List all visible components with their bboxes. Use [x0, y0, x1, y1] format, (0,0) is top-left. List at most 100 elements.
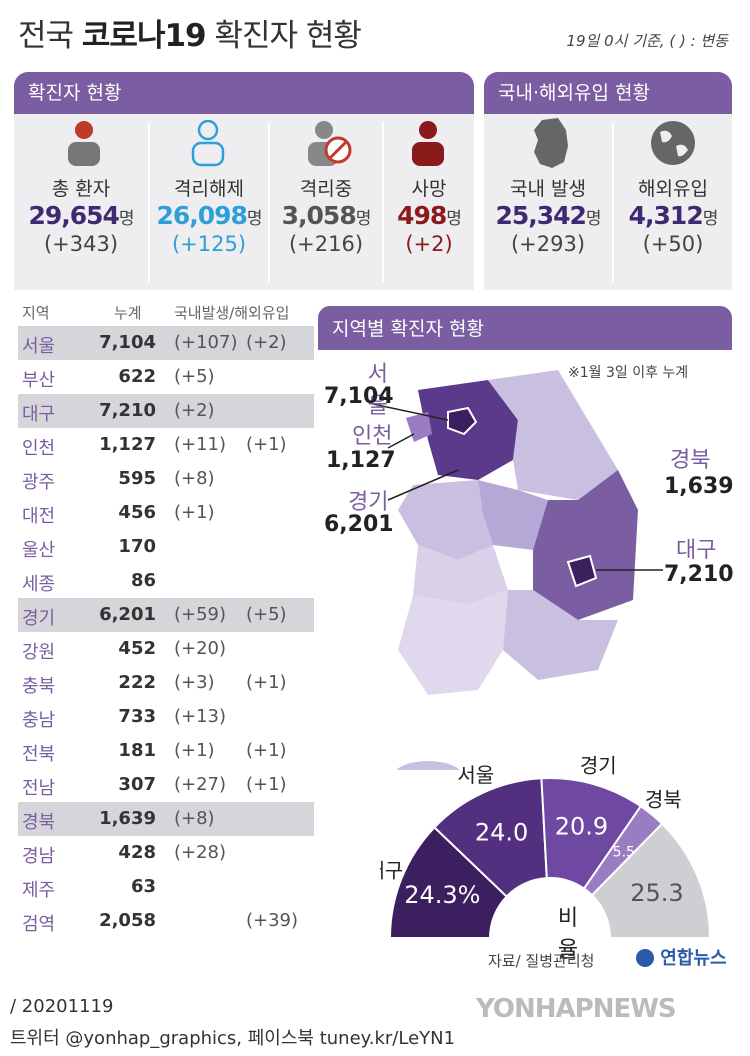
stat-change: (+216)	[288, 232, 364, 256]
map-value-gyeongbuk: 1,639	[664, 474, 734, 499]
stat-label: 격리중	[299, 178, 353, 200]
map-label-gyeongbuk: 경북	[670, 448, 711, 473]
cell-region: 전북	[22, 744, 56, 765]
cell-domestic: (+59)	[174, 604, 227, 625]
stat-value: 4,312명	[628, 201, 719, 230]
stat-change: (+2)	[405, 232, 453, 256]
chart-title: 비율	[557, 906, 579, 963]
cell-total: 1,127	[99, 434, 156, 455]
title-bold: 코로나19	[81, 18, 207, 54]
stat-change: (+125)	[171, 232, 247, 256]
map-region-jeju	[396, 761, 460, 770]
table-row: 울산 170	[18, 530, 314, 564]
cell-region: 인천	[22, 438, 56, 459]
cell-total: 307	[118, 774, 156, 795]
header-total: 누계	[114, 304, 142, 322]
table-row: 대전 456 (+1)	[18, 496, 314, 530]
map-note: ※1월 3일 이후 누계	[568, 365, 689, 381]
cell-overseas: (+2)	[246, 332, 287, 353]
map-value-seoul: 7,104	[324, 384, 394, 409]
cell-domestic: (+13)	[174, 706, 227, 727]
table-row: 광주 595 (+8)	[18, 462, 314, 496]
stat-overseas: 해외유입 4,312명 (+50)	[614, 174, 732, 256]
cell-total: 181	[118, 740, 156, 761]
cell-total: 2,058	[99, 910, 156, 931]
map-label-daegu: 대구	[676, 538, 717, 563]
stat-value: 25,342명	[495, 201, 601, 230]
cell-total: 170	[118, 536, 156, 557]
map-region-chungnam	[398, 480, 493, 560]
cell-total: 63	[130, 876, 156, 897]
stat-label: 해외유입	[638, 178, 708, 200]
reference-note: 19일 0시 기준, ( ) : 변동	[566, 32, 728, 50]
stat-total: 총 환자 29,654명 (+343)	[14, 174, 148, 256]
leader-line	[387, 469, 459, 501]
table-body: 서울 7,104 (+107) (+2) 부산 622 (+5) 대구 7,210 (+2) 인천 1…	[18, 326, 314, 938]
header-region: 지역	[22, 304, 50, 322]
map-region-chungbuk	[478, 480, 548, 550]
cell-domestic: (+1)	[174, 502, 215, 523]
region-table: 지역 누계 국내발생/해외유입 서울 7,104 (+107) (+2) 부산 622 (+…	[18, 300, 314, 938]
table-row: 경북 1,639 (+8)	[18, 802, 314, 836]
map-region-daegu	[566, 554, 598, 588]
title-suffix: 확진자 현황	[205, 18, 361, 54]
cell-domestic: (+3)	[174, 672, 215, 693]
table-row: 부산 622 (+5)	[18, 360, 314, 394]
cell-total: 622	[118, 366, 156, 387]
stat-change: (+50)	[642, 232, 704, 256]
person-icon	[68, 121, 100, 166]
stat-value: 29,654명	[28, 201, 134, 230]
cell-domestic: (+11)	[174, 434, 227, 455]
chart-category-label: 대구	[380, 859, 403, 883]
origin-panel-title: 국내·해외유입 현황	[498, 82, 650, 104]
cell-region: 광주	[22, 472, 56, 493]
korea-region-map	[372, 370, 663, 770]
map-label-gyeonggi: 경기	[348, 490, 389, 515]
stat-change: (+343)	[43, 232, 119, 256]
table-row: 전북 181 (+1) (+1)	[18, 734, 314, 768]
person-dark-red-icon	[412, 121, 444, 166]
table-row: 경기 6,201 (+59) (+5)	[18, 598, 314, 632]
cell-total: 7,210	[99, 400, 156, 421]
cell-region: 서울	[22, 336, 56, 357]
cell-total: 222	[118, 672, 156, 693]
cell-total: 456	[118, 502, 156, 523]
person-outline-icon	[191, 119, 225, 167]
table-row: 제주 63	[18, 870, 314, 904]
chart-value-label: 25.3	[630, 879, 683, 907]
map-region-gyeongbuk	[533, 470, 638, 620]
cell-region: 경남	[22, 846, 56, 867]
cell-region: 충남	[22, 710, 56, 731]
cell-overseas: (+1)	[246, 740, 287, 761]
map-panel-title: 지역별 확진자 현황	[332, 318, 484, 340]
cell-domestic: (+5)	[174, 366, 215, 387]
map-panel-header: 지역별 확진자 현황	[318, 306, 732, 350]
table-row: 전남 307 (+27) (+1)	[18, 768, 314, 802]
table-row: 강원 452 (+20)	[18, 632, 314, 666]
table-row: 서울 7,104 (+107) (+2)	[18, 326, 314, 360]
chart-value-label: 24.0	[475, 819, 528, 847]
stat-value: 26,098명	[156, 201, 262, 230]
cell-region: 제주	[22, 880, 56, 901]
cell-domestic: (+20)	[174, 638, 227, 659]
divider	[148, 122, 150, 282]
cell-region: 대전	[22, 506, 56, 527]
map-value-gyeonggi: 6,201	[324, 512, 394, 537]
stat-label: 사망	[411, 178, 447, 200]
cell-region: 울산	[22, 540, 56, 561]
stat-label: 격리해제	[174, 178, 244, 200]
chart-slice	[590, 822, 712, 939]
chart-value-label: 24.3%	[404, 881, 480, 909]
stat-label: 총 환자	[51, 178, 111, 200]
cell-overseas: (+5)	[246, 604, 287, 625]
cell-total: 452	[118, 638, 156, 659]
divider	[382, 122, 384, 282]
header-breakdown: 국내발생/해외유입	[174, 304, 290, 322]
leader-line	[387, 433, 415, 449]
table-row: 경남 428 (+28)	[18, 836, 314, 870]
table-row: 검역 2,058 (+39)	[18, 904, 314, 938]
cell-domestic: (+8)	[174, 808, 215, 829]
map-region-gyeongnam	[503, 590, 618, 680]
cell-total: 7,104	[99, 332, 156, 353]
